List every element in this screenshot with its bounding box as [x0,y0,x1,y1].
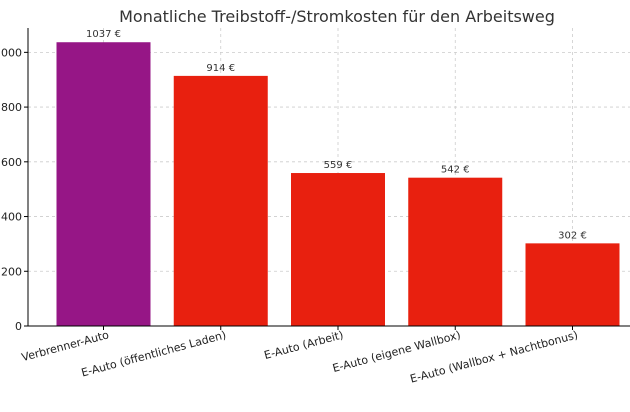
x-tick-label: Verbrenner-Auto [20,328,110,364]
axes-layer [27,28,630,327]
chart-title: Monatliche Treibstoff-/Stromkosten für d… [119,7,555,26]
bar-data-label: 302 € [558,230,587,241]
bar [408,177,503,326]
bar-data-label: 914 € [206,63,235,74]
y-tick-label: 200 [1,265,22,278]
y-tick-label: 0 [15,320,22,333]
x-tick-label: E-Auto (Arbeit) [263,328,345,362]
bar [56,42,151,327]
bar [173,75,268,326]
y-tick-label: 400 [1,211,22,224]
y-tick-label: 1000 [0,46,22,59]
bar-data-label: 1037 € [86,29,121,40]
bar-data-label: 559 € [324,160,353,171]
bars-layer [56,42,620,327]
bar-data-label: 542 € [441,165,470,176]
bar [291,173,385,326]
y-tick-label: 800 [1,101,22,114]
y-tick-label: 600 [1,156,22,169]
bar [525,243,620,326]
